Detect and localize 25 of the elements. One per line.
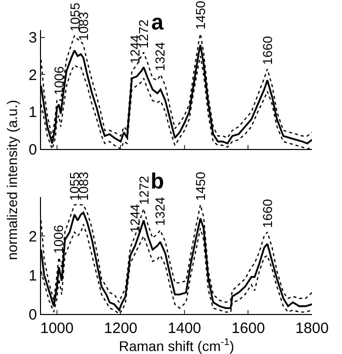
y-tick-label: 2 bbox=[28, 66, 37, 84]
x-tick-label: 1400 bbox=[168, 320, 202, 337]
y-tick-label: 1 bbox=[28, 267, 37, 284]
y-tick-label: 3 bbox=[28, 30, 37, 47]
chart-title: b bbox=[150, 168, 164, 194]
x-tick-label: 1800 bbox=[295, 320, 329, 337]
y-tick-label: 0 bbox=[28, 141, 37, 158]
annotation: 1006 bbox=[50, 224, 66, 254]
x-tick-label: 1000 bbox=[40, 320, 74, 337]
annotation: 1660 bbox=[260, 36, 275, 65]
annotation: 1324 bbox=[152, 42, 168, 72]
x-axis-title: Raman shift (cm$^{-1}$) bbox=[118, 337, 234, 354]
annotation: 1450 bbox=[193, 172, 208, 201]
annotation: 1324 bbox=[152, 196, 168, 226]
annotation: 1244 bbox=[127, 204, 142, 234]
annotation: 1450 bbox=[193, 0, 208, 30]
y-tick-label: 2 bbox=[28, 228, 37, 246]
y-tick-label: 0 bbox=[28, 306, 37, 324]
chart-title: a bbox=[151, 10, 164, 35]
annotation: 1272 bbox=[136, 176, 152, 205]
x-tick-label: 1200 bbox=[104, 320, 138, 337]
x-tick-label: 1600 bbox=[232, 320, 265, 337]
y-tick-label: 1 bbox=[28, 104, 37, 122]
annotation: 1660 bbox=[260, 199, 275, 228]
y-axis-title: normalized intensity (a.u.) bbox=[4, 100, 20, 260]
